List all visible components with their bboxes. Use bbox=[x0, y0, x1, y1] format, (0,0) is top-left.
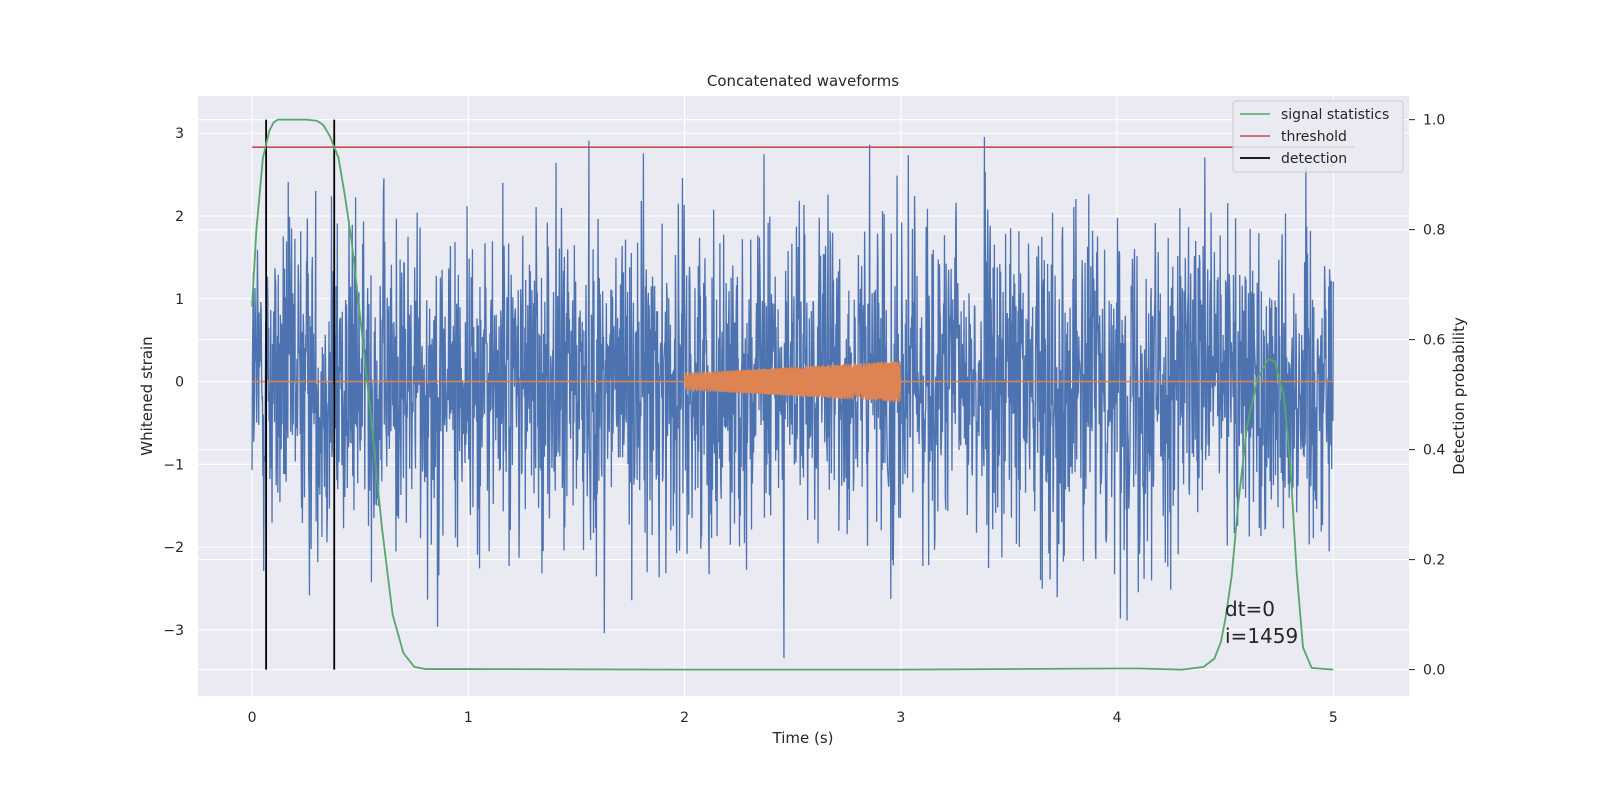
x-tick-label: 5 bbox=[1329, 710, 1338, 726]
whitened-strain-series bbox=[251, 136, 1334, 659]
y-tick-label: −3 bbox=[163, 623, 184, 639]
x-tick-label: 2 bbox=[680, 710, 689, 726]
y-tick-label: −1 bbox=[163, 457, 184, 473]
x-tick-label: 0 bbox=[248, 710, 257, 726]
detection-overlay bbox=[251, 118, 1355, 671]
x-tick-label: 1 bbox=[464, 710, 473, 726]
y-tick-label: 1 bbox=[175, 292, 184, 308]
x-tick-label: 4 bbox=[1113, 710, 1122, 726]
legend-label-signal-statistics: signal statistics bbox=[1281, 107, 1389, 123]
injection-series bbox=[252, 360, 1334, 402]
annotation-dt: dt=0 bbox=[1225, 597, 1275, 621]
y-tick-label: 2 bbox=[175, 209, 184, 225]
legend-label-detection: detection bbox=[1281, 151, 1347, 167]
legend: signal statistics threshold detection bbox=[1232, 100, 1404, 173]
annotation-index: i=1459 bbox=[1225, 624, 1298, 648]
y2-tick-label: 0.4 bbox=[1423, 443, 1445, 459]
strain-line bbox=[251, 136, 1334, 659]
y2-tick-label: 0.8 bbox=[1423, 223, 1445, 239]
signal-statistics-line bbox=[251, 118, 1334, 671]
chart-title: Concatenated waveforms bbox=[707, 72, 899, 90]
x-axis-title: Time (s) bbox=[772, 729, 834, 747]
y-axis-title: Whitened strain bbox=[138, 336, 156, 455]
legend-label-threshold: threshold bbox=[1281, 129, 1347, 145]
x-tick-label: 3 bbox=[896, 710, 905, 726]
y2-tick-label: 0.2 bbox=[1423, 553, 1445, 569]
y2-tick-label: 0.0 bbox=[1423, 663, 1445, 679]
y2-axis-title: Detection probability bbox=[1450, 317, 1468, 475]
y-tick-label: 0 bbox=[175, 375, 184, 391]
y2-tick-label: 0.6 bbox=[1423, 333, 1445, 349]
legend-box bbox=[1232, 100, 1404, 173]
injection-chirp bbox=[683, 360, 902, 402]
y2-tick-label: 1.0 bbox=[1423, 113, 1445, 129]
y-tick-label: 3 bbox=[175, 126, 184, 142]
axis-ticks: 0 1 2 3 4 5 −3 −2 −1 0 1 2 3 0.0 0.2 0.4 0.6 0.8 1.0 bbox=[163, 113, 1445, 726]
annotation: dt=0 i=1459 bbox=[1225, 597, 1298, 648]
y-tick-label: −2 bbox=[163, 540, 184, 556]
